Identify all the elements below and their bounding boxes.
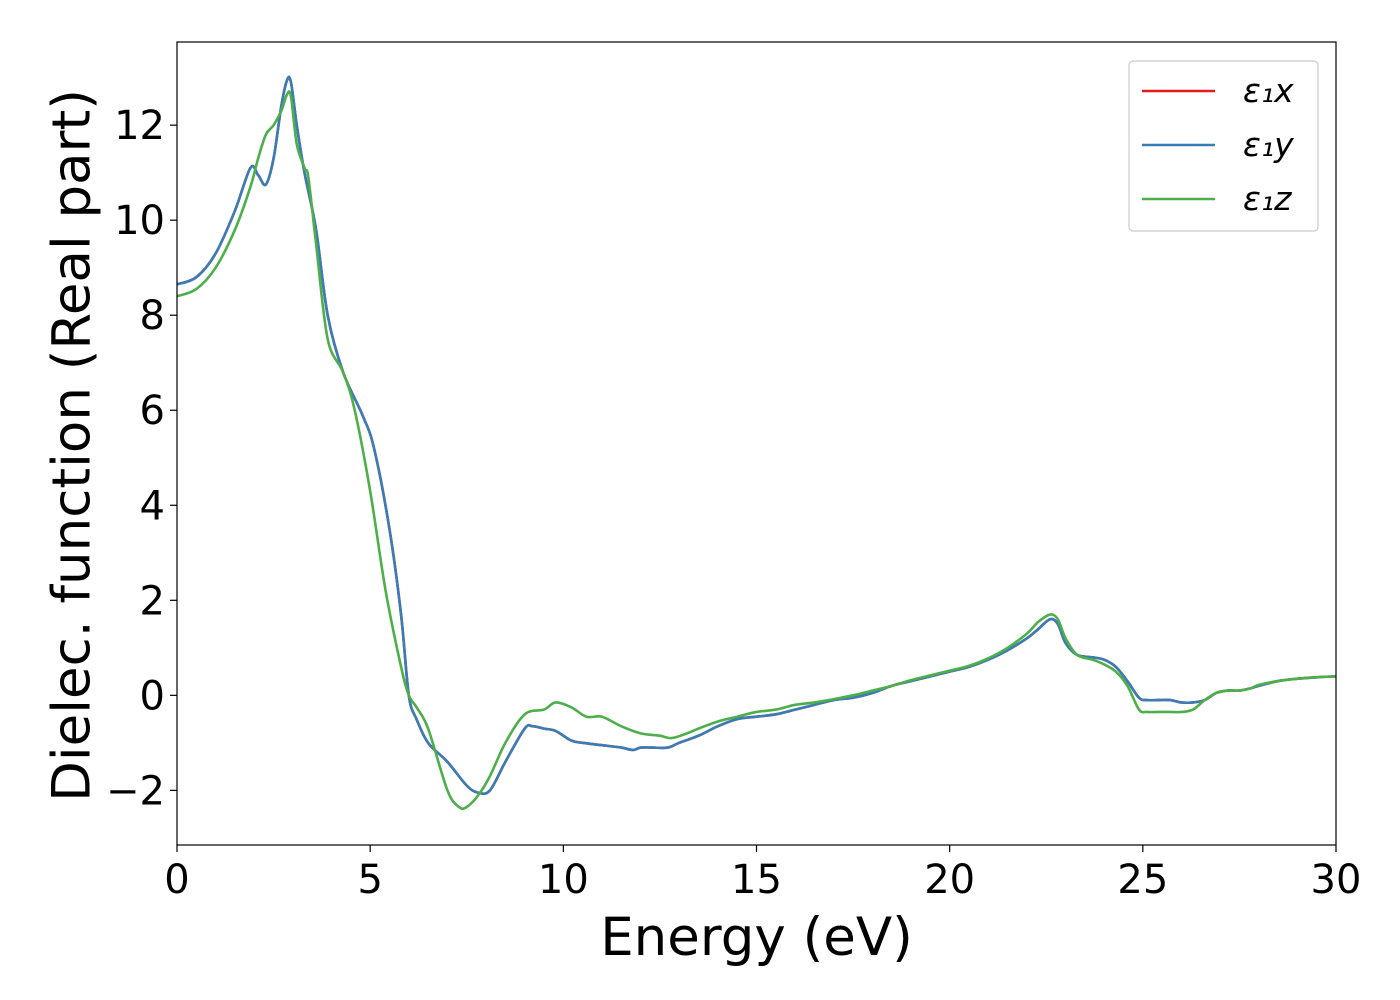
legend-label: ε₁x xyxy=(1243,71,1294,110)
y-tick-label: 6 xyxy=(140,388,165,434)
y-tick-label: −2 xyxy=(106,768,165,814)
y-axis-title: Dielec. function (Real part) xyxy=(42,89,103,802)
x-tick-label: 5 xyxy=(357,857,382,903)
legend-items: ε₁x ε₁y ε₁z xyxy=(1142,71,1294,218)
x-tick-label: 0 xyxy=(164,857,189,903)
legend: ε₁x ε₁y ε₁z xyxy=(1128,60,1319,232)
y-tick-label: 10 xyxy=(114,198,165,244)
y-axis: −2 0 2 4 6 8 10 12 xyxy=(106,103,177,814)
x-tick-label: 15 xyxy=(731,857,782,903)
series-line-2 xyxy=(177,75,1336,796)
x-tick-label: 25 xyxy=(1117,857,1168,903)
x-tick-label: 10 xyxy=(538,857,589,903)
legend-box xyxy=(1128,60,1319,232)
y-tick-label: 4 xyxy=(140,483,165,529)
series-layer xyxy=(177,75,1336,811)
legend-item: ε₁z xyxy=(1142,179,1292,218)
series-line-3 xyxy=(177,90,1336,811)
x-tick-label: 30 xyxy=(1311,857,1362,903)
y-tick-label: 2 xyxy=(140,578,165,624)
legend-item: ε₁x xyxy=(1142,71,1294,110)
legend-item: ε₁y xyxy=(1142,125,1294,164)
legend-label: ε₁z xyxy=(1243,179,1292,218)
y-tick-label: 12 xyxy=(114,103,165,149)
x-axis: 0 5 10 15 20 25 30 xyxy=(164,845,1361,903)
y-tick-label: 8 xyxy=(140,293,165,339)
x-axis-title: Energy (eV) xyxy=(600,907,913,968)
y-tick-label: 0 xyxy=(140,673,165,719)
x-tick-label: 20 xyxy=(924,857,975,903)
legend-label: ε₁y xyxy=(1243,125,1294,164)
